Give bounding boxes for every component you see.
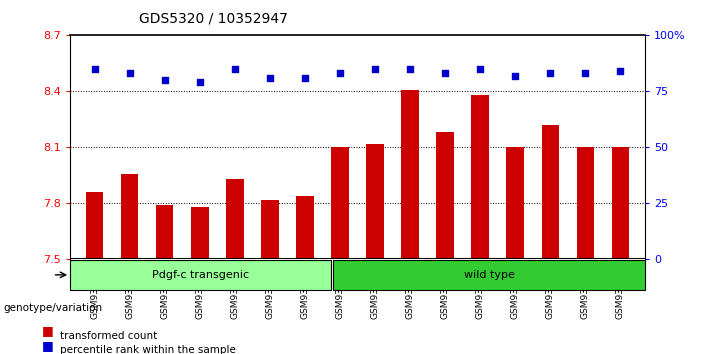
Point <box>229 66 240 72</box>
Point <box>475 66 486 72</box>
Text: transformed count: transformed count <box>60 331 157 341</box>
Bar <box>261 200 279 259</box>
Bar <box>226 179 244 259</box>
FancyBboxPatch shape <box>333 260 645 290</box>
Point <box>580 71 591 76</box>
Point <box>440 71 451 76</box>
Bar <box>542 125 559 259</box>
Bar <box>436 132 454 259</box>
Bar <box>86 192 104 259</box>
Point <box>124 71 135 76</box>
Bar <box>332 147 349 259</box>
Text: percentile rank within the sample: percentile rank within the sample <box>60 345 236 354</box>
Bar <box>612 147 629 259</box>
Text: GDS5320 / 10352947: GDS5320 / 10352947 <box>139 12 288 25</box>
Point <box>334 71 346 76</box>
Text: ■: ■ <box>42 339 54 352</box>
Point <box>264 75 275 81</box>
Bar <box>367 144 384 259</box>
FancyBboxPatch shape <box>70 260 332 290</box>
Bar <box>191 207 209 259</box>
Point <box>194 80 205 85</box>
Point <box>615 68 626 74</box>
Point <box>299 75 311 81</box>
Point <box>404 66 416 72</box>
Point <box>545 71 556 76</box>
Point <box>159 78 170 83</box>
Bar <box>471 95 489 259</box>
Bar <box>577 147 594 259</box>
Point <box>89 66 100 72</box>
Text: genotype/variation: genotype/variation <box>4 303 102 313</box>
Bar <box>297 196 314 259</box>
Bar <box>121 173 139 259</box>
Text: Pdgf-c transgenic: Pdgf-c transgenic <box>152 270 250 280</box>
Point <box>510 73 521 79</box>
Text: ■: ■ <box>42 325 54 337</box>
Text: wild type: wild type <box>463 270 515 280</box>
Bar <box>507 147 524 259</box>
Bar <box>156 205 174 259</box>
Point <box>369 66 381 72</box>
Bar <box>402 90 419 259</box>
